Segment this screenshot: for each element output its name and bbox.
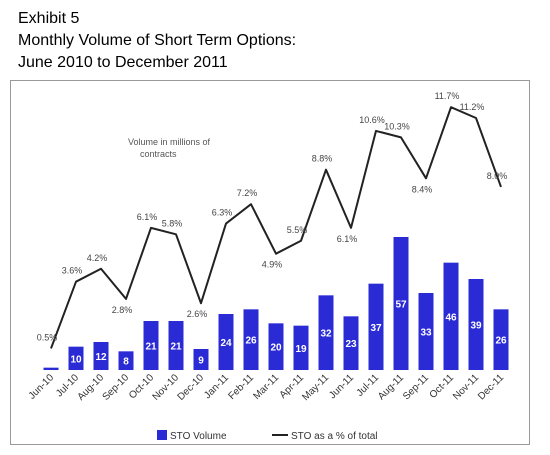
bar-value-label: 26 xyxy=(245,336,257,347)
bar-Jul-11 xyxy=(368,283,384,370)
bar-value-label: 20 xyxy=(270,343,282,354)
line-series-pct xyxy=(50,106,502,349)
line-value-label: 6.1% xyxy=(337,234,358,244)
x-tick-label: Sep-10 xyxy=(101,372,132,403)
annotation-line-1: Volume in millions of xyxy=(128,137,211,147)
line-value-label: 10.6% xyxy=(359,115,385,125)
legend: STO Volume STO as a % of total xyxy=(157,430,378,442)
x-tick-label: Sep-11 xyxy=(401,372,431,402)
line-value-label: 5.8% xyxy=(162,218,183,228)
line-value-label: 4.9% xyxy=(262,260,283,270)
bar-Apr-11 xyxy=(293,325,309,370)
bar-value-label: 8 xyxy=(123,357,129,368)
bar-Mar-11 xyxy=(268,323,284,370)
line-value-label: 0.5% xyxy=(37,332,58,342)
bar-Aug-11 xyxy=(393,237,409,370)
bar-Feb-11 xyxy=(243,309,259,370)
exhibit-label: Exhibit 5 xyxy=(18,10,80,27)
line-value-label: 11.7% xyxy=(435,91,460,101)
x-tick-label: Feb-11 xyxy=(226,372,256,402)
x-tick-label: Aug-10 xyxy=(76,372,107,403)
bar-Oct-11 xyxy=(443,262,459,370)
bar-value-label: 21 xyxy=(145,342,157,353)
x-tick-label: Dec-10 xyxy=(176,372,207,403)
line-value-label: 5.5% xyxy=(287,225,308,235)
x-tick-label: May-11 xyxy=(300,372,331,403)
x-tick-label: Jun-10 xyxy=(27,372,57,402)
bar-Sep-11 xyxy=(418,293,434,370)
bar-value-label: 24 xyxy=(220,338,232,349)
bar-Jan-11 xyxy=(218,314,234,370)
line-value-label: 4.2% xyxy=(87,253,108,263)
bar-Dec-10 xyxy=(193,349,209,370)
bar-value-label: 12 xyxy=(95,352,107,363)
bar-value-label: 23 xyxy=(345,339,357,350)
bar-Jun-10 xyxy=(43,367,59,370)
bar-value-label: 39 xyxy=(470,321,482,332)
line-value-label: 6.3% xyxy=(212,208,233,218)
legend-bar-swatch xyxy=(157,430,167,440)
line-value-label: 8.8% xyxy=(312,154,333,164)
chart-subtitle: June 2010 to December 2011 xyxy=(18,54,228,71)
bar-Nov-10 xyxy=(168,321,184,370)
line-value-label: 8.0% xyxy=(487,171,508,181)
x-tick-label: Dec-11 xyxy=(476,372,506,402)
annotation-line-2: contracts xyxy=(140,149,177,159)
line-value-label: 7.2% xyxy=(237,188,258,198)
line-value-label: 8.4% xyxy=(412,184,433,194)
bar-May-11 xyxy=(318,295,334,370)
bar-value-label: 32 xyxy=(320,329,332,340)
line-value-label: 2.8% xyxy=(112,305,133,315)
bar-value-label: 9 xyxy=(198,356,204,367)
bar-Sep-10 xyxy=(118,351,134,370)
x-tick-label: Jun-11 xyxy=(327,372,356,401)
bar-Dec-11 xyxy=(493,309,509,370)
line-value-label: 10.3% xyxy=(384,121,410,131)
line-value-label: 6.1% xyxy=(137,212,158,222)
bar-Jul-10 xyxy=(68,346,84,370)
bar-value-label: 37 xyxy=(370,323,382,334)
line-value-label: 2.6% xyxy=(187,309,208,319)
line-value-label: 3.6% xyxy=(62,266,83,276)
legend-line-label: STO as a % of total xyxy=(291,431,378,442)
chart-title-block: Exhibit 5 Monthly Volume of Short Term O… xyxy=(18,8,296,74)
x-tick-label: Mar-11 xyxy=(251,372,281,402)
bar-value-label: 26 xyxy=(495,336,507,347)
legend-bar-label: STO Volume xyxy=(170,431,227,442)
bar-Oct-10 xyxy=(143,321,159,370)
bar-value-label: 19 xyxy=(295,344,307,355)
chart-title: Monthly Volume of Short Term Options: xyxy=(18,32,297,49)
bar-Nov-11 xyxy=(468,279,484,370)
bar-Jun-11 xyxy=(343,316,359,370)
bar-value-label: 21 xyxy=(170,342,182,353)
x-tick-label: Jan-11 xyxy=(202,372,231,401)
bar-value-label: 57 xyxy=(395,300,407,311)
chart-frame xyxy=(10,80,530,445)
x-tick-label: Nov-11 xyxy=(451,372,481,402)
bar-value-label: 10 xyxy=(70,354,82,365)
line-value-label: 11.2% xyxy=(460,102,485,112)
bar-value-label: 33 xyxy=(420,328,432,339)
x-tick-label: Aug-11 xyxy=(376,372,406,402)
x-tick-label: Nov-10 xyxy=(151,372,182,403)
bar-Aug-10 xyxy=(93,342,109,370)
bar-value-label: 46 xyxy=(445,312,457,323)
